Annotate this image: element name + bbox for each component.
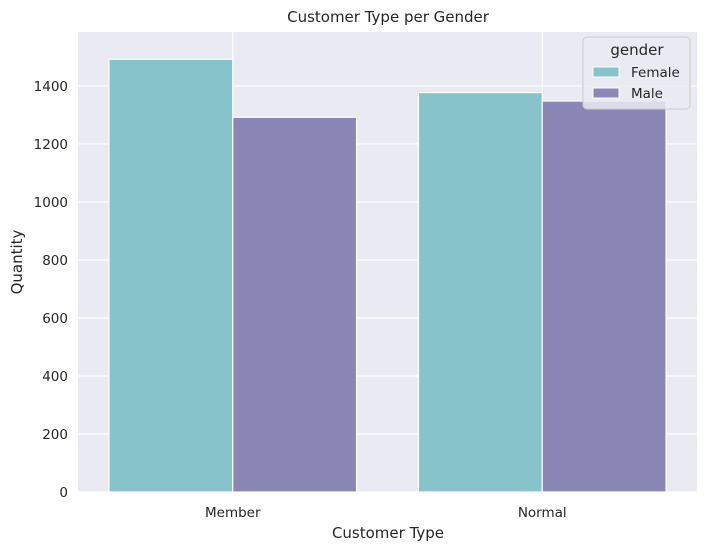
- y-tick-label: 1200: [34, 137, 68, 153]
- y-axis-label: Quantity: [8, 229, 26, 294]
- bar-member-male: [232, 116, 358, 493]
- y-tick-label: 200: [42, 427, 68, 443]
- chart-title: Customer Type per Gender: [287, 8, 490, 26]
- legend-title: gender: [610, 41, 664, 59]
- legend-label-female: Female: [631, 65, 680, 81]
- legend-label-male: Male: [631, 86, 663, 102]
- y-tick-label: 800: [42, 253, 68, 269]
- bar-member-female: [108, 58, 234, 493]
- bar-normal-female: [417, 92, 543, 493]
- y-tick-label: 1400: [34, 79, 68, 95]
- y-tick-label: 1000: [34, 195, 68, 211]
- legend: gender Female Male: [582, 36, 691, 110]
- x-tick-label-member: Member: [205, 505, 261, 521]
- x-tick-labels: Member Normal: [205, 505, 567, 521]
- bar-normal-male: [541, 100, 667, 493]
- legend-swatch-male: [592, 87, 620, 99]
- x-tick-label-normal: Normal: [518, 505, 567, 521]
- legend-swatch-female: [592, 66, 620, 78]
- y-tick-labels: 0 200 400 600 800 1000 1200 1400: [34, 79, 68, 501]
- x-axis-label: Customer Type: [332, 524, 444, 542]
- y-tick-label: 0: [59, 485, 68, 501]
- bars: [108, 58, 667, 493]
- y-tick-label: 600: [42, 311, 68, 327]
- y-tick-label: 400: [42, 369, 68, 385]
